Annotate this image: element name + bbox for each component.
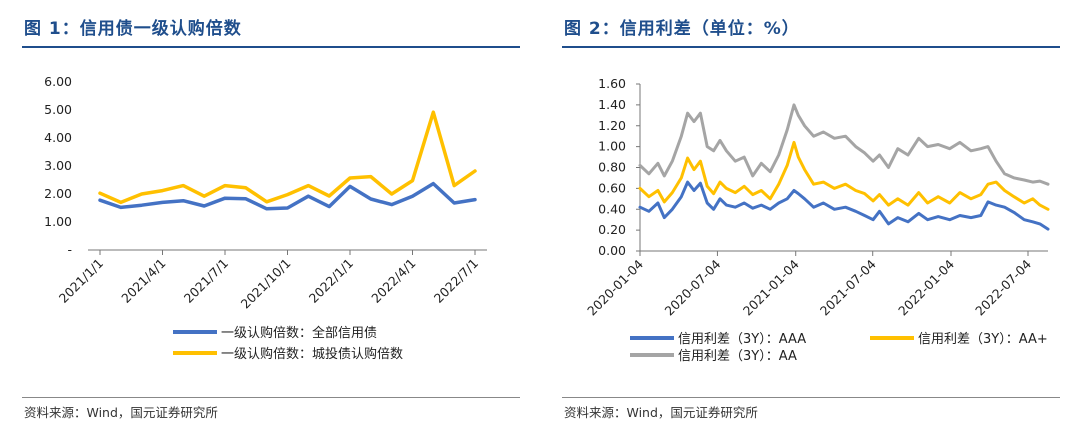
legend-label: 信用利差（3Y）：AAA [678, 332, 806, 347]
y-tick-label: 1.00 [44, 214, 72, 229]
legend-label: 信用利差（3Y）：AA [678, 349, 797, 364]
line-chart: - 1.00 2.00 3.00 4.00 5.00 6.00 2021/1/1 2021/4/… [44, 74, 487, 362]
y-tick-label: 5.00 [44, 102, 72, 117]
legend-label: 信用利差（3Y）：AA+ [918, 332, 1048, 347]
y-tick-label: 1.20 [598, 118, 626, 133]
y-tick-label: 1.60 [598, 76, 626, 91]
y-tick-label: 0.40 [598, 201, 626, 216]
y-tick-label: 4.00 [44, 130, 72, 145]
y-tick-label: 0.60 [598, 180, 626, 195]
source-note: 资料来源：Wind，国元证券研究所 [24, 405, 218, 420]
legend-label: 一级认购倍数：城投债认购倍数 [221, 346, 403, 362]
x-tick-label: 2021/1/1 [56, 256, 106, 306]
x-tick-label: 2021/10/1 [238, 256, 294, 312]
y-tick-label: 1.00 [598, 139, 626, 154]
y-tick-label: 0.80 [598, 160, 626, 175]
x-tick-label: 2022/4/1 [368, 256, 418, 306]
series-line-2 [638, 140, 1050, 211]
chart-panel-1: 图 1：信用债一级认购倍数 - 1.00 2.00 3.00 4.00 5.00 6.00 2… [22, 19, 520, 420]
y-tick-label: 6.00 [44, 74, 72, 89]
x-tick-label: 2021/7/1 [181, 256, 231, 306]
line-chart: 0.00 0.20 0.40 0.60 0.80 1.00 1.20 1.40 1.60 2020… [584, 76, 1050, 364]
y-tick-label: - [67, 242, 72, 257]
x-tick-label: 2021-01-04 [740, 256, 802, 318]
x-tick-label: 2022-07-04 [972, 256, 1034, 318]
title-divider [562, 46, 1060, 48]
series-line-1 [638, 180, 1050, 231]
x-tick-label: 2020-07-04 [662, 256, 724, 318]
legend-label: 一级认购倍数：全部信用债 [221, 325, 377, 341]
title-divider [22, 46, 520, 48]
chart-title: 图 1：信用债一级认购倍数 [24, 19, 242, 39]
x-tick-label: 2022/1/1 [306, 256, 356, 306]
series-line-3 [638, 103, 1050, 186]
x-tick-label: 2022-01-04 [895, 256, 957, 318]
x-tick-label: 2020-01-04 [584, 256, 646, 318]
y-tick-label: 1.40 [598, 97, 626, 112]
series-line-2 [98, 110, 477, 205]
source-divider [562, 397, 1060, 398]
chart-panel-2: 图 2：信用利差（单位：%） 0.00 0.20 0.40 0.60 0.80 1.00 1… [540, 0, 1080, 439]
source-note: 资料来源：Wind，国元证券研究所 [564, 405, 758, 420]
y-tick-label: 0.20 [598, 222, 626, 237]
x-tick-label: 2021/4/1 [118, 256, 168, 306]
x-tick-label: 2022/7/1 [431, 256, 481, 306]
x-tick-label: 2021-07-04 [817, 256, 879, 318]
chart-title: 图 2：信用利差（单位：%） [564, 19, 800, 39]
y-tick-label: 3.00 [44, 158, 72, 173]
series-line-1 [98, 181, 477, 211]
source-divider [22, 397, 520, 398]
y-tick-label: 2.00 [44, 186, 72, 201]
y-tick-label: 0.00 [598, 243, 626, 258]
